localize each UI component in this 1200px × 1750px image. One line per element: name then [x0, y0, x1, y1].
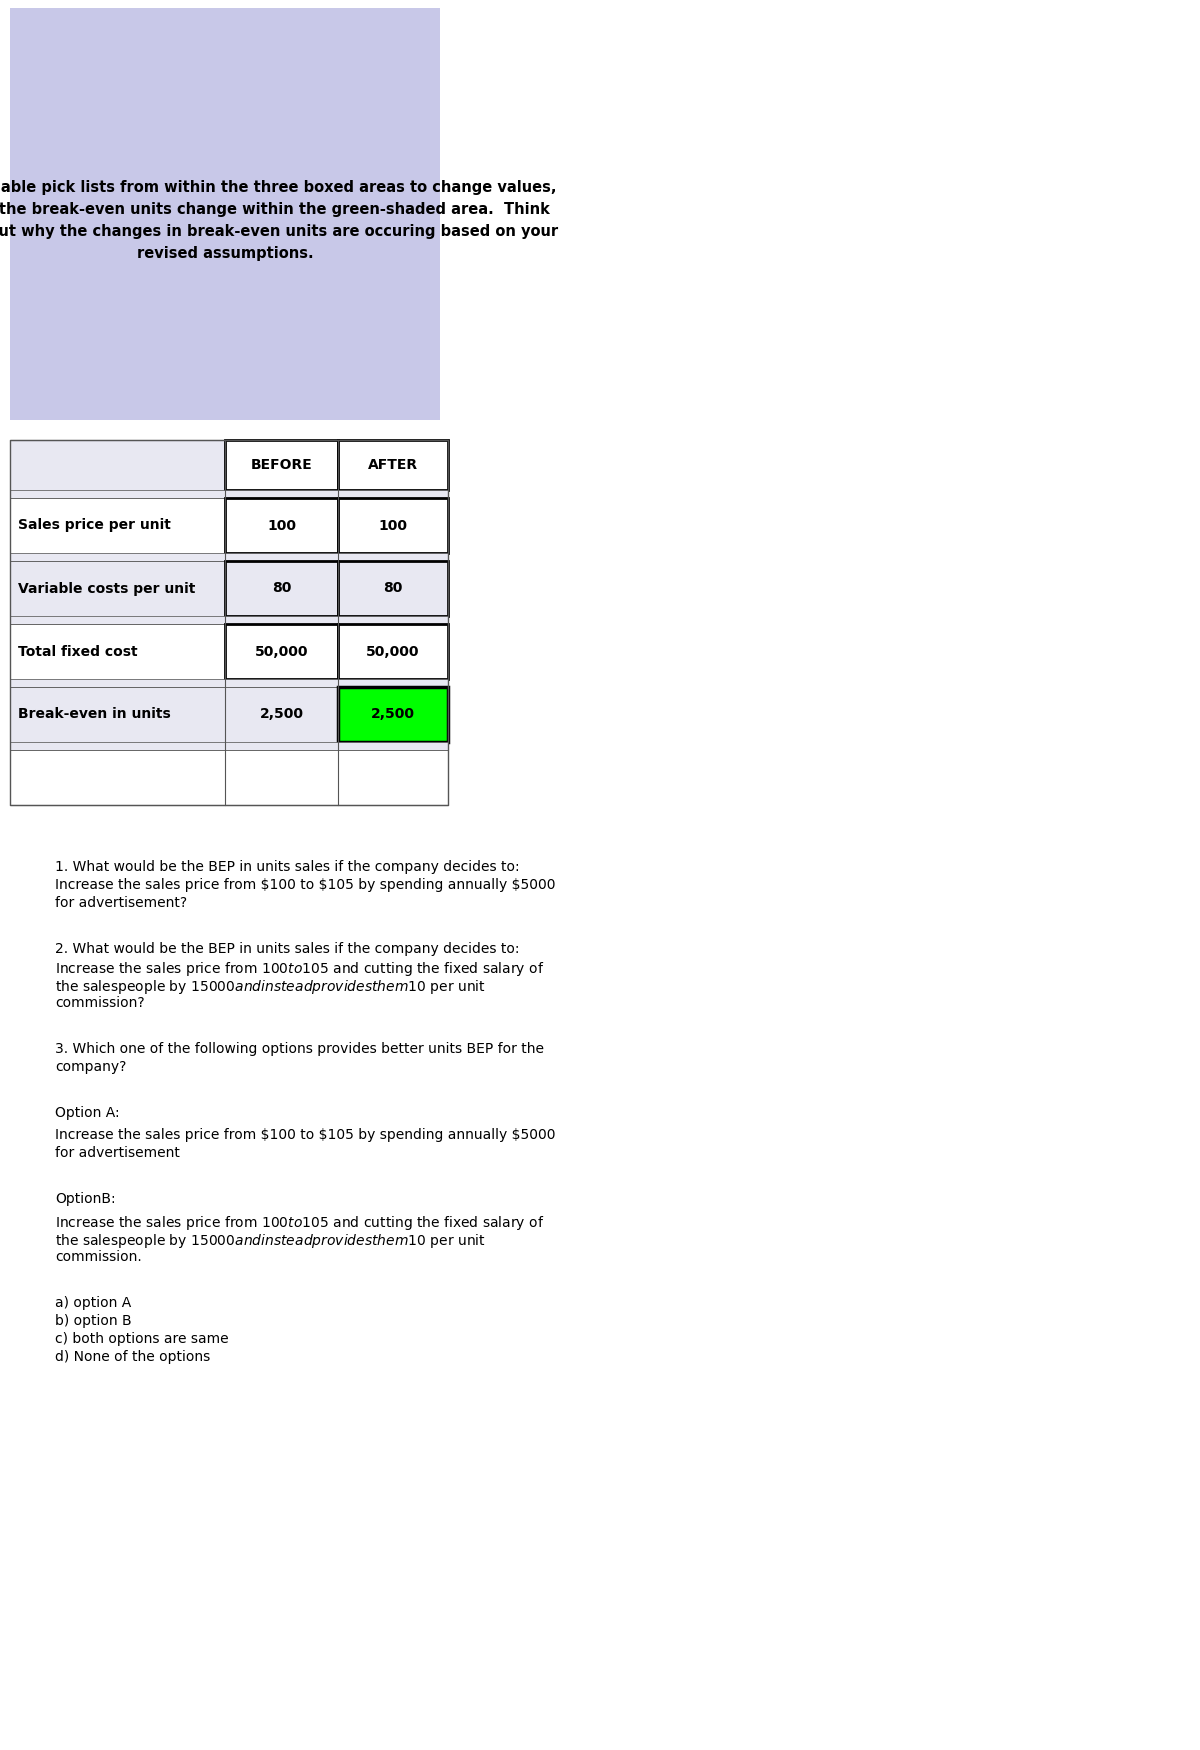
Bar	[10, 616, 226, 625]
Text: 1. What would be the BEP in units sales if the company decides to:: 1. What would be the BEP in units sales …	[55, 859, 520, 873]
Text: Increase the sales price from $100 to $105 and cutting the fixed salary of: Increase the sales price from $100 to $1…	[55, 1214, 545, 1232]
Text: the salespeople by $15000 and instead provides them $10 per unit: the salespeople by $15000 and instead pr…	[55, 1232, 486, 1250]
Text: 100: 100	[378, 518, 408, 532]
Text: 2,500: 2,500	[371, 707, 415, 721]
Text: Total fixed cost: Total fixed cost	[18, 644, 138, 658]
Bar	[10, 751, 226, 805]
Text: Variable costs per unit: Variable costs per unit	[18, 581, 196, 595]
Text: a) option A: a) option A	[55, 1297, 131, 1311]
Text: c) both options are same: c) both options are same	[55, 1332, 229, 1346]
Bar	[10, 742, 226, 751]
Text: Increase the sales price from $100 to $105 by spending annually $5000: Increase the sales price from $100 to $1…	[55, 878, 556, 892]
Text: commission?: commission?	[55, 996, 145, 1010]
Bar	[338, 751, 448, 805]
Bar	[338, 616, 448, 625]
Text: BEFORE: BEFORE	[251, 458, 312, 472]
Text: b) option B: b) option B	[55, 1314, 132, 1328]
Text: commission.: commission.	[55, 1250, 142, 1264]
Bar	[226, 625, 338, 679]
Text: d) None of the options: d) None of the options	[55, 1349, 210, 1363]
Text: for advertisement?: for advertisement?	[55, 896, 187, 910]
Bar	[338, 742, 448, 751]
Text: 50,000: 50,000	[254, 644, 308, 658]
Text: OptionB:: OptionB:	[55, 1192, 115, 1206]
Bar	[226, 751, 338, 805]
Text: noting how the break-even units change within the green-shaded area.  Think: noting how the break-even units change w…	[0, 201, 550, 217]
Text: Increase the sales price from $100 to $105 and cutting the fixed salary of: Increase the sales price from $100 to $1…	[55, 961, 545, 978]
Text: Break-even in units: Break-even in units	[18, 707, 170, 721]
Bar	[338, 562, 448, 616]
Bar	[10, 439, 448, 805]
Text: critically about why the changes in break-even units are occuring based on your: critically about why the changes in brea…	[0, 224, 558, 240]
Bar	[226, 616, 338, 625]
Bar	[338, 490, 448, 499]
Text: AFTER: AFTER	[368, 458, 418, 472]
Text: 2. What would be the BEP in units sales if the company decides to:: 2. What would be the BEP in units sales …	[55, 942, 520, 956]
Text: company?: company?	[55, 1060, 126, 1074]
Text: the salespeople by $15000 and instead provides them $10 per unit: the salespeople by $15000 and instead pr…	[55, 978, 486, 996]
Text: Use the available pick lists from within the three boxed areas to change values,: Use the available pick lists from within…	[0, 180, 557, 194]
Bar	[338, 439, 448, 490]
Bar	[226, 562, 338, 616]
Text: 100: 100	[266, 518, 296, 532]
Text: for advertisement: for advertisement	[55, 1146, 180, 1160]
Text: 50,000: 50,000	[366, 644, 420, 658]
Bar	[226, 499, 338, 553]
Text: 80: 80	[383, 581, 403, 595]
Bar	[10, 553, 226, 562]
Bar	[338, 625, 448, 679]
Text: Sales price per unit: Sales price per unit	[18, 518, 170, 532]
Bar	[338, 553, 448, 562]
Text: Increase the sales price from $100 to $105 by spending annually $5000: Increase the sales price from $100 to $1…	[55, 1129, 556, 1143]
Bar	[226, 553, 338, 562]
Text: 3. Which one of the following options provides better units BEP for the: 3. Which one of the following options pr…	[55, 1041, 544, 1055]
Bar	[10, 499, 226, 553]
Bar	[338, 679, 448, 688]
Bar	[226, 742, 338, 751]
Bar	[338, 499, 448, 553]
Text: revised assumptions.: revised assumptions.	[137, 247, 313, 261]
Bar	[226, 490, 338, 499]
Bar	[10, 688, 226, 742]
Text: Option A:: Option A:	[55, 1106, 120, 1120]
Bar	[10, 625, 226, 679]
Bar	[226, 439, 338, 490]
Bar	[226, 688, 338, 742]
Bar	[10, 490, 226, 499]
Bar	[10, 679, 226, 688]
Bar	[226, 679, 338, 688]
Bar	[10, 562, 226, 616]
Text: 80: 80	[272, 581, 292, 595]
Bar	[10, 439, 226, 490]
Bar	[10, 9, 440, 420]
Text: 2,500: 2,500	[259, 707, 304, 721]
Bar	[338, 688, 448, 742]
